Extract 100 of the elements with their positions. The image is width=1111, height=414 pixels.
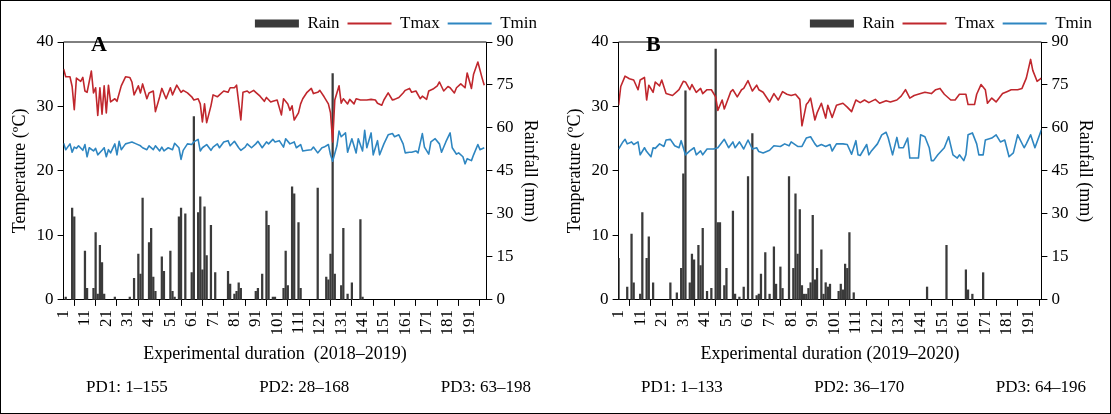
bar [824,282,827,300]
x-tick-label: 161 [953,309,973,336]
x-axis-title: Experimental duration (2019–2020) [700,342,960,364]
legend-label: Tmin [500,12,538,32]
x-tick-label: 101 [266,309,286,336]
chart-title: A [91,31,107,57]
legend-label: Tmax [955,12,996,32]
chart-title: B [646,31,661,57]
x-tick-label: 121 [866,309,886,336]
text: PD3: 64–196 [995,377,1086,397]
y-tick-label: 10 [36,224,54,244]
y2-tick-label: 75 [496,74,514,94]
bar [346,293,349,300]
legend-label: Rain [307,12,341,32]
bar [964,269,968,300]
y2-axis-title: Rainfall (mm) [1075,119,1097,223]
x-tick-label: 81 [780,309,800,327]
y-tick-label: 20 [591,160,609,180]
y-tick-label: 10 [591,224,609,244]
x-tick-label: 111 [845,309,865,335]
bar [256,288,260,300]
x-tick-label: 191 [458,309,478,336]
bar [710,288,713,300]
bar [237,282,240,300]
bar [297,222,300,300]
x-tick-label: 61 [737,309,757,327]
text: PD2: 36–170 [814,377,905,397]
bar [705,290,709,300]
x-tick-label: 131 [330,309,350,336]
x-tick-label: 81 [223,309,243,327]
y-axis-title: Temperature (ºC) [563,108,585,234]
y-tick-label: 20 [36,160,54,180]
x-tick-label: 11 [629,309,649,327]
x-tick-label: 91 [802,309,822,327]
y2-tick-label: 30 [496,203,514,223]
y2-tick-label: 15 [496,246,514,266]
legend-label: Tmin [1055,12,1093,32]
legend-label: Tmax [400,12,441,32]
x-tick-label: 21 [651,309,671,327]
x-tick-label: 71 [202,309,222,327]
x-tick-label: 131 [888,309,908,336]
x-tick-label: 91 [245,309,265,327]
text: PD3: 63–198 [440,377,531,397]
x-tick-label: 181 [437,309,457,336]
bar [132,278,136,300]
bar [764,252,767,300]
x-tick-label: 141 [352,309,372,336]
bar [945,245,948,300]
y2-tick-label: 90 [496,31,514,51]
bar [675,292,678,300]
bar [794,193,797,300]
y2-tick-label: 0 [1051,289,1060,309]
x-tick-label: 111 [287,309,307,335]
y2-tick-label: 0 [496,289,505,309]
bar [738,296,741,300]
y2-tick-label: 90 [1051,31,1069,51]
x-tick-label: 151 [931,309,951,336]
y2-tick-label: 30 [1051,203,1069,223]
bar [265,210,268,300]
bar [233,293,236,300]
x-tick-label: 191 [1017,309,1037,336]
y2-tick-label: 45 [1051,160,1069,180]
x-tick-label: 31 [117,309,137,327]
text: PD2: 28–168 [259,377,350,397]
bar [684,90,687,300]
x-tick-label: 71 [759,309,779,327]
y2-tick-label: 15 [1051,246,1069,266]
text: PD1: 1–133 [641,377,723,397]
bar [982,272,985,300]
bar [254,290,257,300]
y2-tick-label: 75 [1051,74,1069,94]
x-tick-label: 101 [823,309,843,336]
x-tick-label: 171 [974,309,994,336]
bar [669,282,672,300]
bar [203,206,206,300]
x-tick-label: 181 [996,309,1016,336]
y-tick-label: 40 [36,31,54,51]
y-tick-label: 30 [591,95,609,115]
x-tick-label: 41 [694,309,714,327]
bar [651,282,655,300]
bar [630,233,633,300]
x-tick-label: 1 [53,309,73,319]
x-tick-label: 171 [416,309,436,336]
bar [971,293,974,300]
y-axis-title: Temperature (ºC) [8,108,30,234]
bar [214,272,217,300]
x-tick-label: 121 [309,309,329,336]
x-tick-label: 31 [672,309,692,327]
y2-tick-label: 45 [496,160,514,180]
bar [852,292,855,300]
bar [141,197,144,300]
bar [768,293,771,300]
x-axis-title: Experimental duration (2018–2019) [143,342,407,364]
bar [848,232,851,300]
x-tick-label: 41 [138,309,158,327]
bar [725,268,728,300]
legend-label: Rain [862,12,896,32]
bar [820,249,823,300]
x-tick-label: 51 [715,309,735,327]
x-tick-label: 21 [95,309,115,327]
